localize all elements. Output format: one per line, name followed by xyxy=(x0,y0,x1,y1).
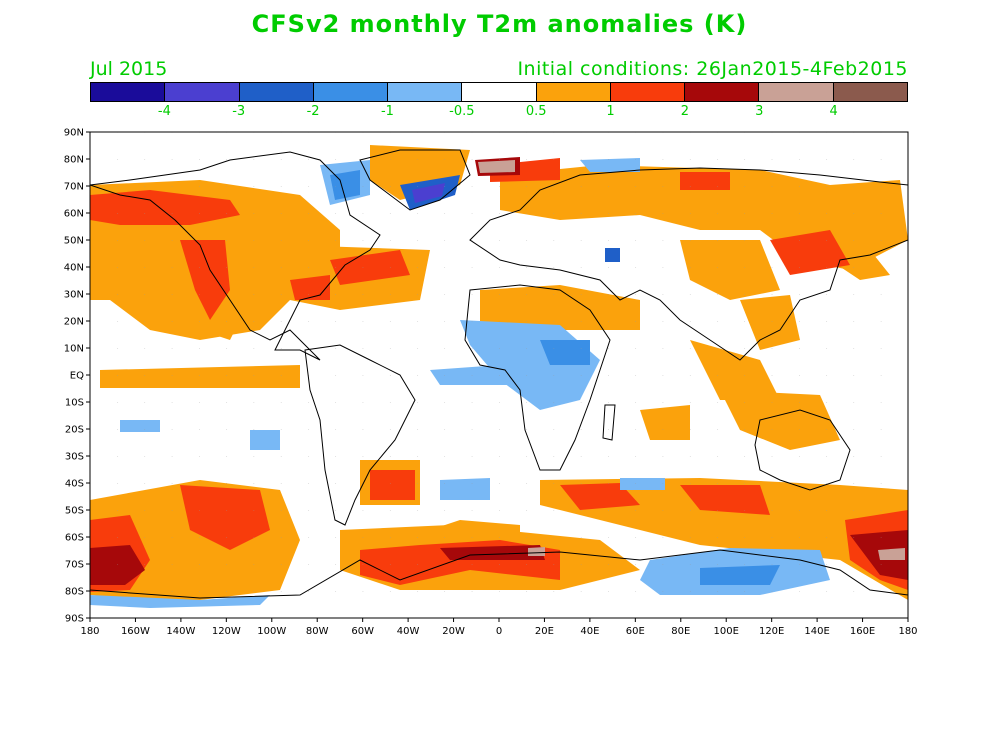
longitude-label: 140E xyxy=(804,626,829,637)
longitude-label: 160E xyxy=(850,626,875,637)
longitude-label: 160W xyxy=(121,626,150,637)
valid-month-label: Jul 2015 xyxy=(90,58,168,80)
colorbar-segment xyxy=(239,83,314,101)
colorbar-segment xyxy=(165,83,240,101)
longitude-label: 80W xyxy=(306,626,329,637)
latitude-label: 80N xyxy=(64,155,84,166)
latitude-label: 30S xyxy=(65,452,84,463)
colorbar-segment xyxy=(462,83,537,101)
latitude-label: 60N xyxy=(64,209,84,220)
colorbar-segment xyxy=(685,83,760,101)
longitude-label: 180 xyxy=(80,626,99,637)
colorbar-segment xyxy=(91,83,166,101)
latitude-label: 70S xyxy=(65,560,84,571)
latitude-label: 20S xyxy=(65,425,84,436)
latitude-label: 40N xyxy=(64,263,84,274)
anomaly-field xyxy=(90,132,908,618)
latitude-label: EQ xyxy=(70,371,84,382)
latitude-labels: 90N 80N 70N 60N 50N 40N 30N 20N 10N EQ 10S 20S 30S 40… xyxy=(64,128,90,625)
longitude-label: 120W xyxy=(212,626,241,637)
colorbar-tick-label: -2 xyxy=(306,104,320,119)
colorbar-tick-label: 0.5 xyxy=(525,104,547,119)
longitude-labels: 180 160W 140W 120W 100W 80W 60W 40W 20W 0 20E 40E 60… xyxy=(80,618,918,637)
latitude-label: 20N xyxy=(64,317,84,328)
latitude-label: 60S xyxy=(65,533,84,544)
colorbar-tick-label: 3 xyxy=(755,104,764,119)
chart-title: CFSv2 monthly T2m anomalies (K) xyxy=(251,10,748,38)
colorbar-segment xyxy=(536,83,611,101)
longitude-label: 140W xyxy=(166,626,195,637)
latitude-label: 90N xyxy=(64,128,84,139)
latitude-label: 40S xyxy=(65,479,84,490)
latitude-label: 70N xyxy=(64,182,84,193)
longitude-label: 60E xyxy=(626,626,645,637)
longitude-label: 20E xyxy=(535,626,554,637)
latitude-label: 50N xyxy=(64,236,84,247)
colorbar xyxy=(90,82,908,102)
longitude-label: 120E xyxy=(759,626,784,637)
colorbar-segment xyxy=(833,83,907,101)
longitude-label: 100W xyxy=(257,626,286,637)
longitude-label: 20W xyxy=(442,626,465,637)
latitude-label: 80S xyxy=(65,587,84,598)
colorbar-tick-label: 2 xyxy=(680,104,690,119)
latitude-label: 30N xyxy=(64,290,84,301)
longitude-label: 100E xyxy=(714,626,739,637)
longitude-label: 180 xyxy=(898,626,917,637)
initial-conditions-label: Initial conditions: 26Jan2015-4Feb2015 xyxy=(517,58,908,80)
colorbar-segment xyxy=(313,83,389,101)
colorbar-tick-label: -4 xyxy=(157,104,171,119)
colorbar-tick-label: 4 xyxy=(829,104,838,119)
colorbar-segment xyxy=(388,83,463,101)
latitude-label: 50S xyxy=(65,506,84,517)
latitude-label: 10N xyxy=(64,344,84,355)
coastlines xyxy=(90,149,908,599)
longitude-label: 80E xyxy=(671,626,690,637)
colorbar-segment xyxy=(610,83,686,101)
colorbar-tick-label: -3 xyxy=(232,104,246,119)
longitude-label: 40E xyxy=(580,626,599,637)
longitude-label: 60W xyxy=(351,626,374,637)
colorbar-segment xyxy=(759,83,834,101)
longitude-label: 0 xyxy=(496,626,502,637)
latitude-label: 10S xyxy=(65,398,84,409)
longitude-label: 40W xyxy=(397,626,420,637)
colorbar-tick-label: 1 xyxy=(606,104,615,119)
colorbar-tick-label: -0.5 xyxy=(449,104,475,119)
colorbar-tick-label: -1 xyxy=(380,104,394,119)
latitude-label: 90S xyxy=(65,614,84,625)
